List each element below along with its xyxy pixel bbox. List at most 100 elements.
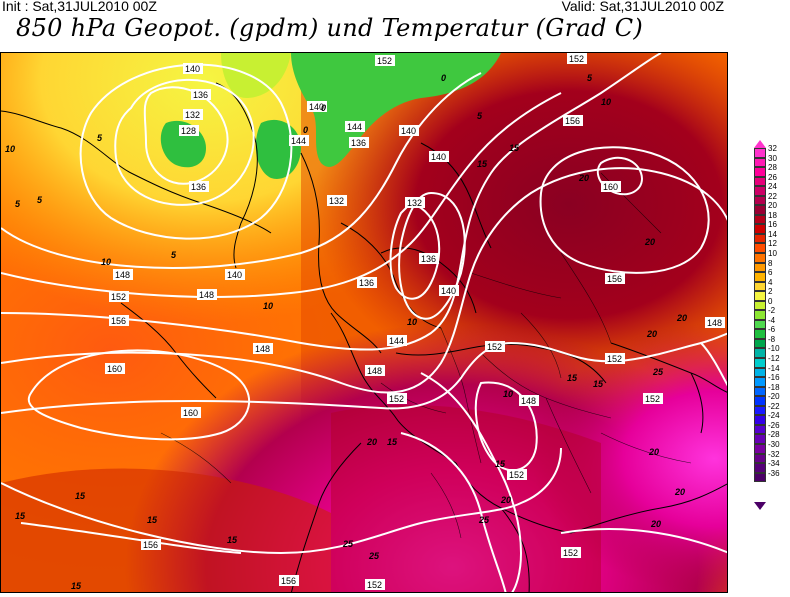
geo-label: 160 bbox=[181, 407, 201, 418]
geo-label: 156 bbox=[563, 115, 583, 126]
temp-label: 0 bbox=[321, 103, 326, 113]
legend-color-swatch bbox=[754, 415, 766, 425]
svg-text:156: 156 bbox=[143, 540, 158, 550]
geo-label: 160 bbox=[105, 363, 125, 374]
legend-label: 2 bbox=[768, 287, 773, 297]
legend-arrow-down-icon bbox=[754, 502, 766, 510]
valid-time: Valid: Sat,31JUL2010 00Z bbox=[561, 0, 724, 14]
temp-label: 20 bbox=[650, 519, 661, 529]
legend-color-swatch bbox=[754, 434, 766, 444]
svg-text:152: 152 bbox=[509, 470, 524, 480]
legend-label: 16 bbox=[768, 220, 777, 230]
svg-text:132: 132 bbox=[329, 196, 344, 206]
geo-label: 152 bbox=[643, 393, 663, 404]
legend-label: -34 bbox=[768, 459, 780, 469]
temp-label: 20 bbox=[644, 237, 655, 247]
legend-label: -6 bbox=[768, 325, 776, 335]
temp-label: 15 bbox=[75, 491, 86, 501]
svg-text:136: 136 bbox=[193, 90, 208, 100]
svg-text:160: 160 bbox=[183, 408, 198, 418]
svg-text:152: 152 bbox=[389, 394, 404, 404]
temp-label: 20 bbox=[676, 313, 687, 323]
svg-text:136: 136 bbox=[359, 278, 374, 288]
legend-color-swatch bbox=[754, 463, 766, 473]
legend-label: -22 bbox=[768, 401, 780, 411]
legend-color-swatch bbox=[754, 233, 766, 244]
temp-label: 25 bbox=[478, 515, 490, 525]
svg-text:148: 148 bbox=[521, 396, 536, 406]
svg-text:136: 136 bbox=[191, 182, 206, 192]
legend-color-swatch bbox=[754, 205, 766, 215]
temp-label: 20 bbox=[366, 437, 377, 447]
svg-text:140: 140 bbox=[227, 270, 242, 280]
legend-color-swatch bbox=[754, 358, 766, 368]
legend-color-swatch bbox=[754, 167, 766, 177]
temp-label: 15 bbox=[387, 437, 398, 447]
temp-label: 10 bbox=[407, 317, 417, 327]
geo-label: 152 bbox=[375, 55, 395, 66]
svg-text:148: 148 bbox=[367, 366, 382, 376]
geo-label: 144 bbox=[387, 335, 407, 346]
legend-color-swatch bbox=[754, 472, 766, 483]
legend-color-swatch bbox=[754, 405, 766, 416]
legend-color-swatch bbox=[754, 253, 766, 263]
svg-text:148: 148 bbox=[255, 344, 270, 354]
temp-label: 5 bbox=[37, 195, 43, 205]
legend-color-swatch bbox=[754, 310, 766, 320]
geo-label: 148 bbox=[519, 395, 539, 406]
temp-label: 20 bbox=[674, 487, 685, 497]
legend-color-swatch bbox=[754, 148, 766, 158]
geo-label: 128 bbox=[179, 125, 199, 136]
temp-label: 15 bbox=[509, 143, 520, 153]
geo-label: 144 bbox=[345, 121, 365, 132]
temp-label: 15 bbox=[147, 515, 158, 525]
svg-text:148: 148 bbox=[115, 270, 130, 280]
svg-text:152: 152 bbox=[367, 580, 382, 590]
svg-text:152: 152 bbox=[569, 54, 584, 64]
legend-label: 20 bbox=[768, 201, 777, 211]
temp-label: 25 bbox=[368, 551, 380, 561]
init-time: Init : Sat,31JUL2010 00Z bbox=[2, 0, 157, 14]
legend-colorbar bbox=[754, 148, 766, 483]
temp-label: 10 bbox=[263, 301, 273, 311]
temp-label: 15 bbox=[227, 535, 238, 545]
geo-label: 152 bbox=[365, 579, 385, 590]
legend-color-swatch bbox=[754, 348, 766, 359]
legend-label: -32 bbox=[768, 449, 780, 459]
svg-text:140: 140 bbox=[401, 126, 416, 136]
legend-color-swatch bbox=[754, 291, 766, 301]
legend-color-swatch bbox=[754, 195, 766, 206]
geo-label: 132 bbox=[327, 195, 347, 206]
legend-label: -10 bbox=[768, 344, 780, 354]
legend-color-swatch bbox=[754, 396, 766, 406]
svg-text:136: 136 bbox=[421, 254, 436, 264]
legend-color-swatch bbox=[754, 300, 766, 311]
legend-label: 24 bbox=[768, 182, 777, 192]
legend-label: -18 bbox=[768, 382, 780, 392]
temp-label: 20 bbox=[648, 447, 659, 457]
geo-label: 152 bbox=[109, 291, 129, 302]
geo-label: 156 bbox=[141, 539, 161, 550]
svg-text:132: 132 bbox=[407, 198, 422, 208]
geo-label: 148 bbox=[253, 343, 273, 354]
geo-label: 140 bbox=[399, 125, 419, 136]
svg-text:160: 160 bbox=[603, 182, 618, 192]
geo-label: 136 bbox=[191, 89, 211, 100]
temp-label: 10 bbox=[5, 144, 15, 154]
legend-color-swatch bbox=[754, 186, 766, 196]
geo-label: 152 bbox=[561, 547, 581, 558]
legend-labels: 32 30 28 26 24 22 20 18 16 14 12 10 8 6 4 2 0 -2 -4 -6 -8 -10… bbox=[768, 144, 780, 478]
geo-label: 140 bbox=[439, 285, 459, 296]
geo-label: 136 bbox=[189, 181, 209, 192]
legend-label: 6 bbox=[768, 268, 773, 278]
temp-label: 5 bbox=[477, 111, 483, 121]
legend-label: 18 bbox=[768, 210, 777, 220]
legend-label: 32 bbox=[768, 144, 777, 153]
legend-label: 22 bbox=[768, 191, 777, 201]
legend-color-swatch bbox=[754, 176, 766, 187]
legend-color-swatch bbox=[754, 243, 766, 254]
geo-label: 152 bbox=[387, 393, 407, 404]
map-title: 850 hPa Geopot. (gpdm) und Temperatur (G… bbox=[16, 14, 644, 42]
temp-label: 15 bbox=[593, 379, 604, 389]
geo-label: 140 bbox=[307, 101, 327, 112]
